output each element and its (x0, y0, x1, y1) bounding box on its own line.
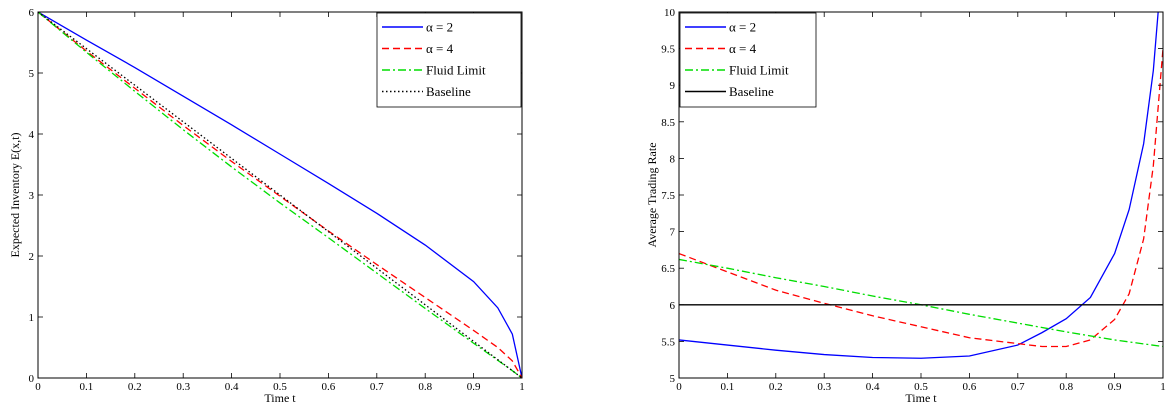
trading-rate-chart: 0 0.1 0.2 0.3 0.4 0.5 0.6 0.7 0.8 0.9 1 5 5.5 6 6.5 7 7.… (645, 7, 1166, 405)
x-tick-label: 0.7 (1011, 381, 1025, 393)
series-line-2 (38, 12, 522, 378)
x-tick-label: 0.8 (1059, 381, 1073, 393)
series-line-1 (38, 12, 522, 378)
y-tick-label: 0 (29, 373, 35, 385)
series-line-4 (38, 12, 522, 378)
x-tick-label: 0.5 (273, 381, 287, 393)
y-tick-label: 6.5 (661, 263, 675, 275)
x-tick-label: 0.6 (322, 381, 336, 393)
legend-label-1: α = 2 (729, 20, 756, 35)
x-tick-label: 0.4 (866, 381, 880, 393)
x-tick-label: 0.8 (418, 381, 432, 393)
x-tick-label: 0 (35, 381, 41, 393)
y-tick-label: 5.5 (661, 336, 675, 348)
x-tick-label: 0.2 (769, 381, 783, 393)
legend-label-4: Baseline (729, 84, 774, 99)
legend-label-3: Fluid Limit (729, 63, 789, 78)
y-tick-label: 9 (670, 80, 676, 92)
y-tick-label: 5 (670, 373, 676, 385)
x-tick-label: 1 (519, 381, 525, 393)
legend-label-1: α = 2 (426, 20, 453, 35)
y-tick-label: 2 (29, 251, 35, 263)
series-line-3 (679, 258, 1163, 348)
y-axis-label: Expected Inventory E(x,t) (8, 133, 22, 258)
series-line-2 (679, 48, 1163, 348)
series-line-1 (679, 12, 1159, 359)
legend-label-3: Fluid Limit (426, 63, 486, 78)
y-tick-label: 7.5 (661, 190, 675, 202)
x-axis-label: Time t (905, 391, 937, 405)
x-tick-label: 0.7 (370, 381, 384, 393)
legend-label-4: Baseline (426, 84, 471, 99)
y-tick-label: 8.5 (661, 117, 675, 129)
y-tick-label: 9.5 (661, 44, 675, 56)
y-tick-label: 8 (670, 153, 676, 165)
y-tick-label: 5 (29, 68, 35, 80)
legend-label-2: α = 4 (729, 41, 757, 56)
x-tick-label: 0.5 (914, 381, 928, 393)
x-tick-label: 0 (676, 381, 682, 393)
y-tick-label: 3 (29, 190, 35, 202)
y-axis-label: Average Trading Rate (645, 142, 659, 247)
x-tick-label: 0.6 (963, 381, 977, 393)
x-tick-label: 0.3 (176, 381, 190, 393)
x-tick-label: 0.2 (128, 381, 142, 393)
x-tick-label: 0.4 (225, 381, 239, 393)
y-tick-label: 6 (670, 300, 676, 312)
x-tick-label: 1 (1160, 381, 1166, 393)
x-tick-label: 0.1 (80, 381, 94, 393)
y-tick-label: 1 (29, 312, 35, 324)
x-tick-label: 0.9 (1108, 381, 1122, 393)
inventory-chart: 0 0.1 0.2 0.3 0.4 0.5 0.6 0.7 0.8 0.9 1 0 1 2 3 4 5 6 Time… (8, 7, 525, 405)
y-tick-label: 4 (29, 129, 35, 141)
x-axis-label: Time t (264, 391, 296, 405)
x-tick-label: 0.1 (721, 381, 735, 393)
y-tick-label: 10 (664, 7, 676, 19)
legend: α = 2 α = 4 Fluid Limit Baseline (376, 12, 522, 108)
y-tick-label: 7 (670, 227, 676, 239)
x-tick-label: 0.9 (467, 381, 481, 393)
y-tick-label: 6 (29, 7, 35, 19)
x-tick-label: 0.3 (817, 381, 831, 393)
legend-box (376, 12, 522, 108)
legend: α = 2 α = 4 Fluid Limit Baseline (679, 12, 817, 108)
legend-label-2: α = 4 (426, 41, 454, 56)
